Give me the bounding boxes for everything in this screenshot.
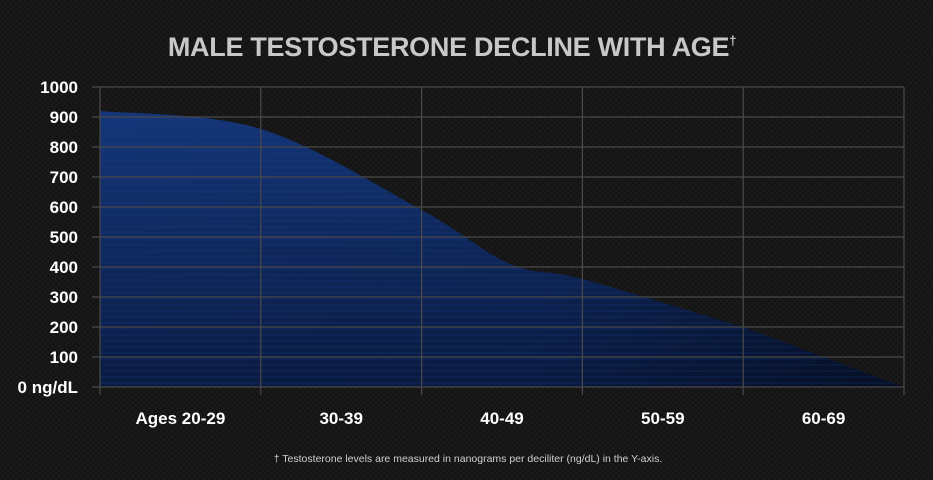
area-layer <box>100 111 904 387</box>
footnote: † Testosterone levels are measured in na… <box>274 453 663 465</box>
x-category-label: Ages 20-29 <box>136 409 226 428</box>
y-tick-label: 200 <box>50 318 78 337</box>
x-category-label: 30-39 <box>319 409 362 428</box>
area-series-shade <box>100 111 904 387</box>
y-tick-label: 100 <box>50 348 78 367</box>
y-tick-label: 600 <box>50 198 78 217</box>
y-tick-label: 800 <box>50 138 78 157</box>
grid-layer <box>92 86 905 395</box>
chart-title: MALE TESTOSTERONE DECLINE WITH AGE† <box>168 32 736 62</box>
y-tick-label: 300 <box>50 288 78 307</box>
y-tick-label: 0 ng/dL <box>18 378 78 397</box>
y-axis: 0 ng/dL 100 200 300 400 500 600 700 800 900 1000 <box>18 78 78 397</box>
x-category-label: 50-59 <box>641 409 684 428</box>
y-tick-label: 400 <box>50 258 78 277</box>
x-category-label: 40-49 <box>480 409 523 428</box>
x-category-label: 60-69 <box>802 409 845 428</box>
y-tick-label: 700 <box>50 168 78 187</box>
y-tick-label: 900 <box>50 108 78 127</box>
y-tick-label: 500 <box>50 228 78 247</box>
y-tick-label: 1000 <box>40 78 78 97</box>
title-dagger: † <box>729 33 736 48</box>
x-axis: Ages 20-29 30-39 40-49 50-59 60-69 <box>136 409 846 428</box>
